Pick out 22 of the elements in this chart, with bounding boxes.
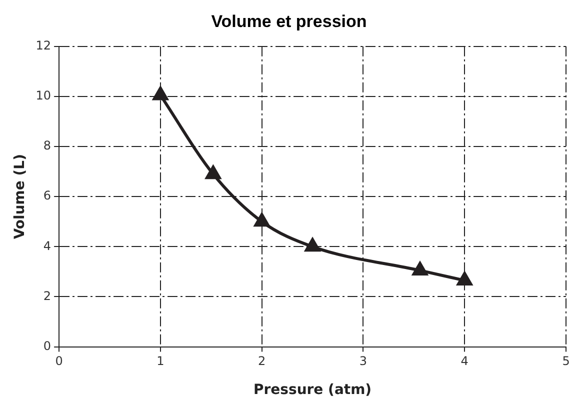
y-tick-label: 8 [43, 138, 52, 153]
y-tick-label: 2 [43, 288, 52, 303]
chart-title: Volume et pression [211, 12, 367, 31]
point [457, 272, 472, 286]
point [152, 86, 168, 100]
y-tick-label: 10 [36, 88, 52, 103]
point [206, 166, 221, 180]
x-tick-label: 2 [258, 354, 266, 368]
point [254, 213, 270, 227]
x-tick-label: 5 [562, 354, 570, 368]
x-tick-label: 0 [55, 354, 63, 368]
x-tick-label: 3 [359, 354, 368, 368]
y-tick-label: 4 [43, 238, 52, 253]
x-tick-label: 1 [156, 354, 164, 368]
x-axis-title: Pressure (atm) [253, 382, 372, 398]
y-tick-label: 0 [43, 338, 52, 353]
y-tick-label: 6 [43, 188, 52, 203]
point [304, 238, 320, 252]
y-axis-title: Volume (L) [12, 154, 28, 240]
x-tick-label: 4 [460, 354, 468, 368]
y-tick-label: 12 [36, 38, 52, 53]
point [412, 262, 428, 276]
